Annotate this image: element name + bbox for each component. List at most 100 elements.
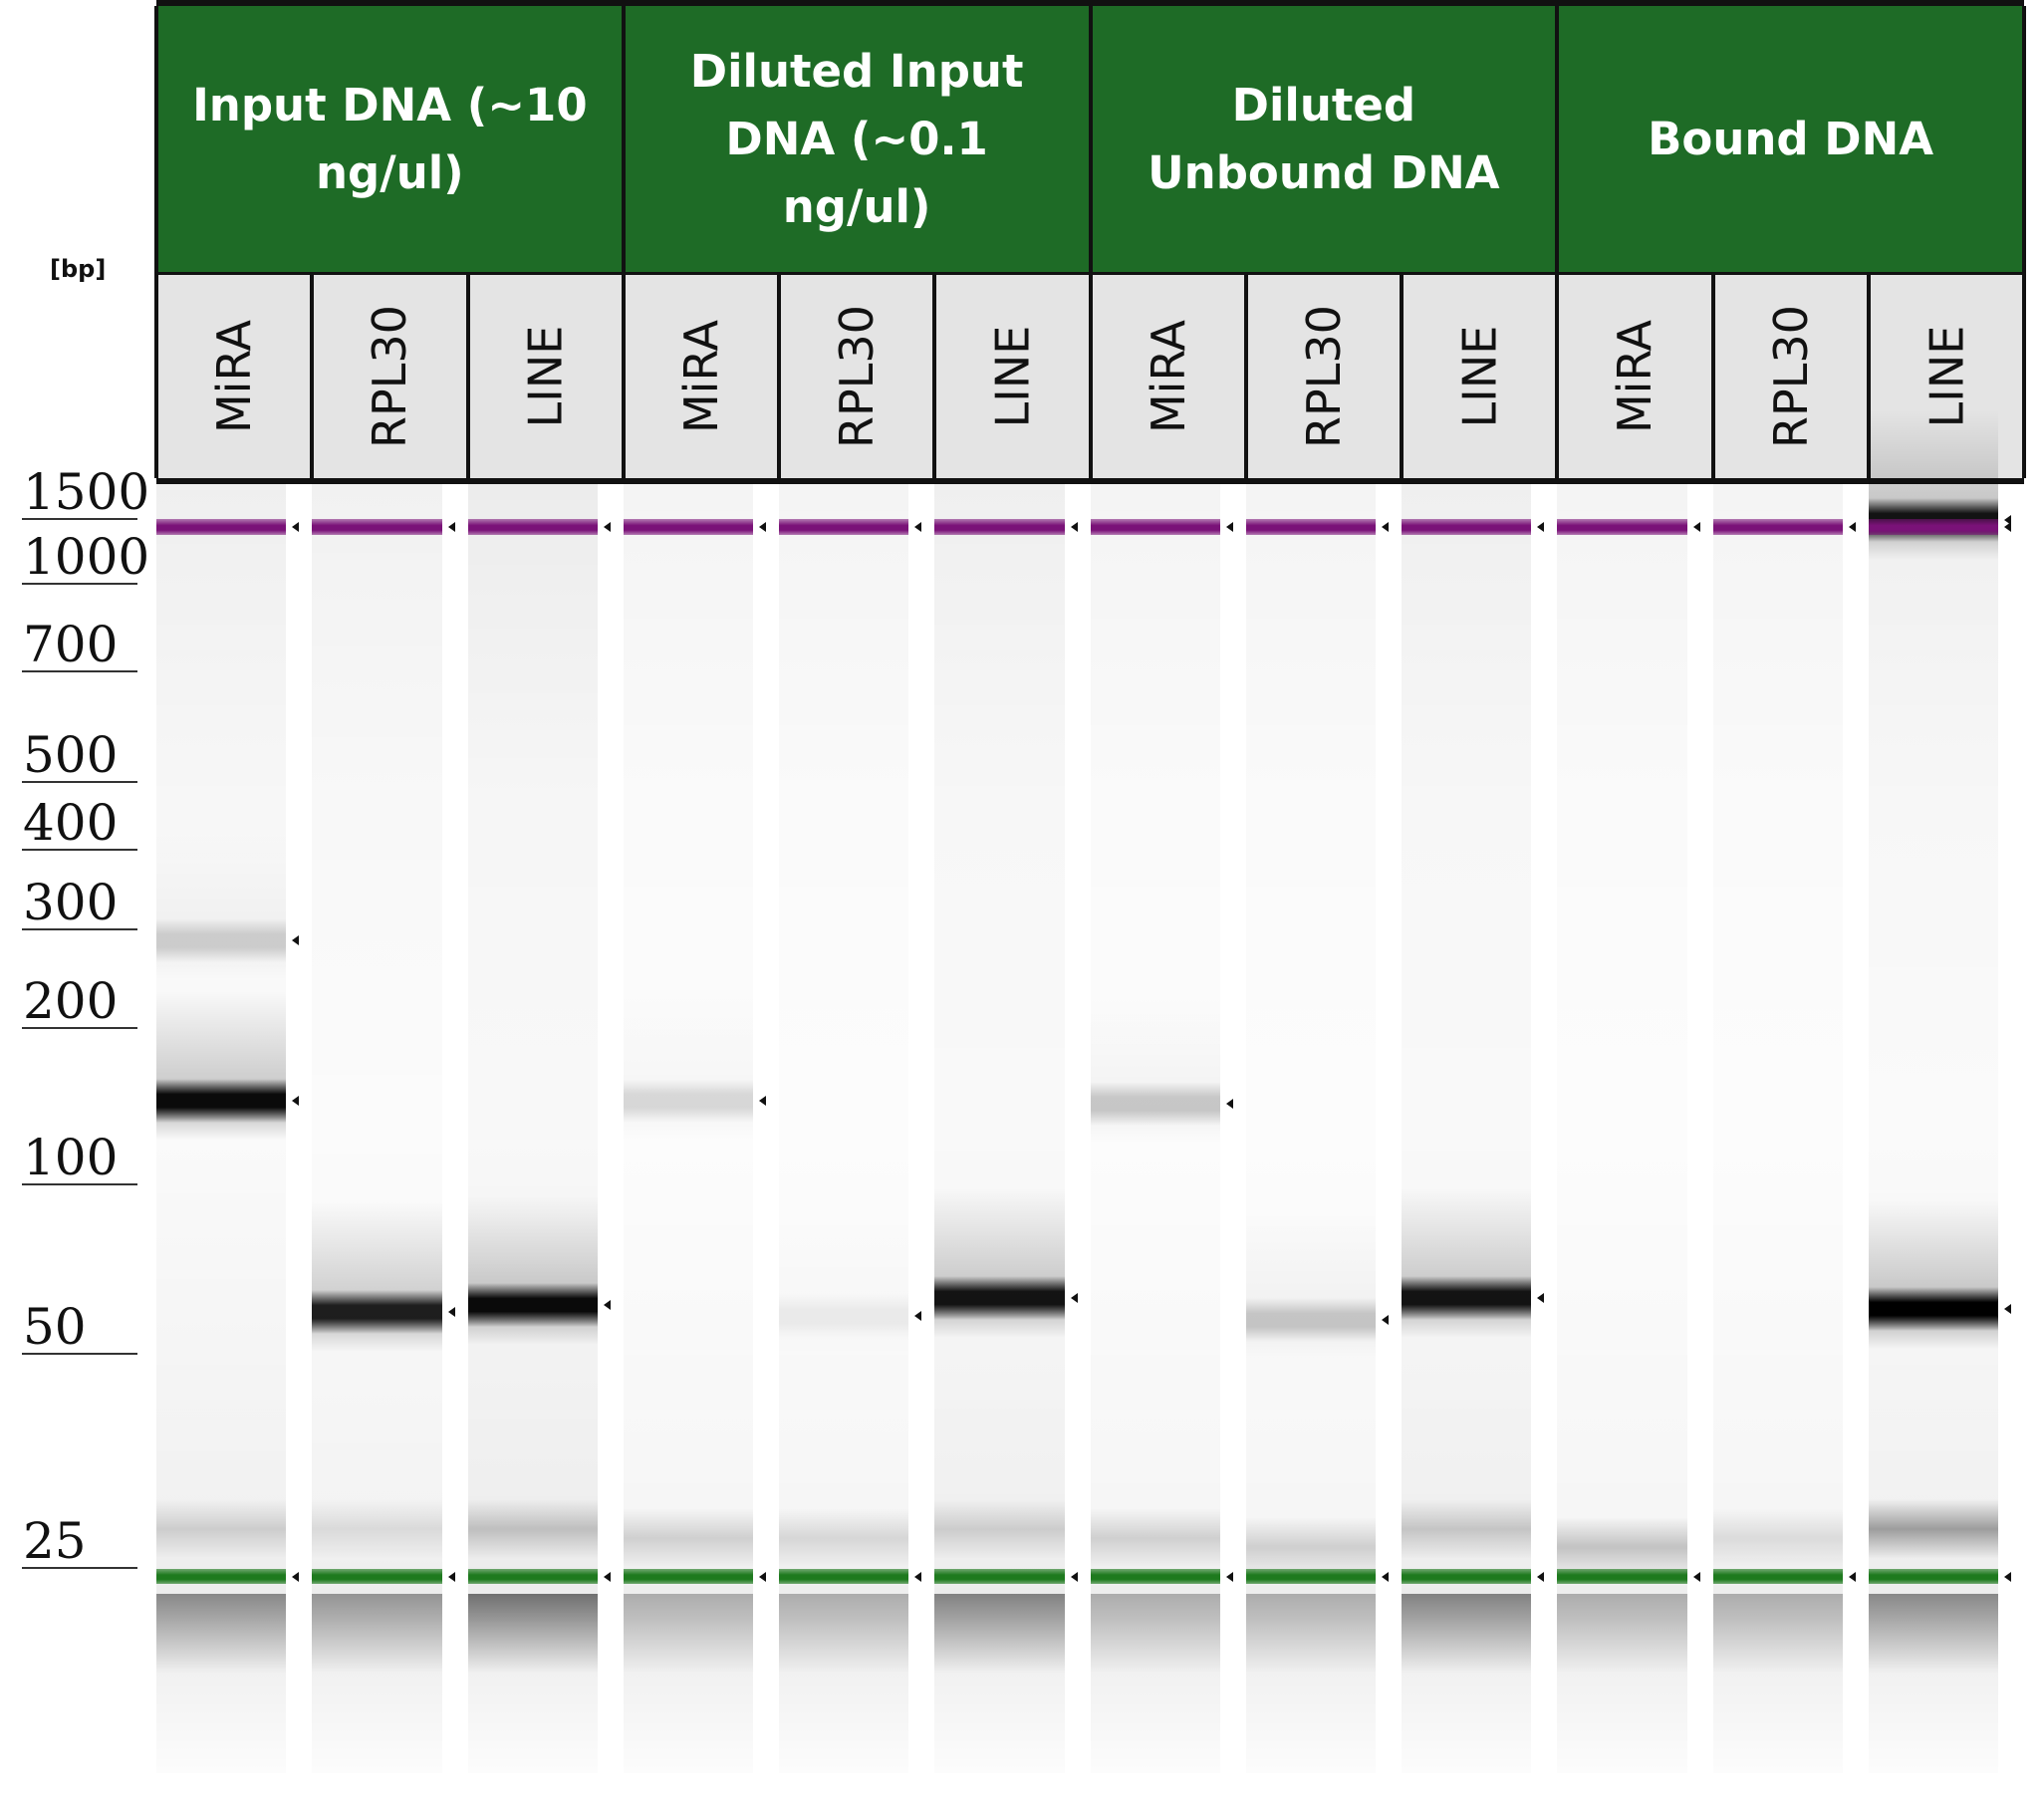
upper-marker-icon	[1225, 522, 1233, 532]
lower-tail	[1557, 1594, 1687, 1674]
upper-marker-icon	[603, 522, 611, 532]
dna-band	[156, 917, 287, 962]
ladder-label: 100	[23, 1129, 119, 1186]
dna-band	[1868, 1286, 1998, 1331]
lane-label: MiRA	[1141, 319, 1195, 434]
lower-marker-icon	[1070, 1572, 1078, 1582]
primer-dimer-band	[1245, 1516, 1376, 1577]
ladder-tick-line	[22, 781, 137, 783]
divider-line	[1243, 275, 1248, 478]
lower-tail	[779, 1594, 909, 1674]
lower-marker-icon	[1537, 1572, 1545, 1582]
lower-marker-band	[1868, 1569, 1998, 1584]
divider-line	[1710, 275, 1715, 478]
lower-tail	[1090, 1594, 1220, 1674]
lower-marker-band	[1245, 1569, 1376, 1584]
lower-tail	[1245, 1594, 1376, 1674]
upper-marker-band	[623, 519, 753, 535]
band-halo	[779, 1206, 909, 1357]
dna-band	[1090, 1082, 1220, 1127]
band-marker-icon	[914, 1311, 922, 1322]
band-marker-icon	[292, 1096, 300, 1107]
dna-band	[156, 1079, 287, 1124]
dna-band	[1245, 1297, 1376, 1342]
lane-label: LINE	[518, 325, 573, 428]
group-header: Bound DNA	[1557, 6, 2024, 272]
ladder-tick-line	[22, 1567, 137, 1569]
ladder-tick-line	[22, 928, 137, 930]
lower-marker-band	[1557, 1569, 1687, 1584]
gel-lane	[1090, 484, 1233, 1773]
gel-lane	[1402, 484, 1545, 1773]
ladder-tick-line	[22, 1183, 137, 1185]
upper-marker-band	[156, 519, 287, 535]
primer-dimer-band	[779, 1507, 909, 1568]
group-header: Diluted Input DNA (~0.1 ng/ul)	[623, 6, 1091, 272]
lower-marker-icon	[1848, 1572, 1856, 1582]
primer-dimer-band	[1557, 1516, 1687, 1577]
lower-marker-band	[156, 1569, 287, 1584]
primer-dimer-band	[623, 1507, 753, 1568]
lower-marker-icon	[2004, 1572, 2011, 1582]
lane-smear	[467, 484, 598, 1773]
ladder-tick-line	[22, 849, 137, 851]
divider-line	[1400, 275, 1404, 478]
primer-dimer-band	[1868, 1499, 1998, 1560]
gel-lane	[934, 484, 1078, 1773]
upper-marker-band	[1245, 519, 1376, 535]
lane-smear	[1090, 484, 1220, 1773]
lower-marker-band	[623, 1569, 753, 1584]
lane-header: RPL30	[1245, 275, 1402, 478]
ladder-tick-line	[22, 583, 137, 585]
lane-label: LINE	[985, 325, 1040, 428]
lower-marker-icon	[603, 1572, 611, 1582]
divider-line	[932, 275, 937, 478]
gel-lane	[156, 484, 300, 1773]
dna-band	[779, 1294, 909, 1339]
upper-marker-icon	[1382, 522, 1389, 532]
upper-marker-icon	[1070, 522, 1078, 532]
band-marker-icon	[447, 1307, 455, 1318]
lower-tail	[623, 1594, 753, 1674]
lower-marker-icon	[1225, 1572, 1233, 1582]
lane-smear	[312, 484, 442, 1773]
lower-marker-icon	[914, 1572, 922, 1582]
lower-marker-icon	[292, 1572, 300, 1582]
lower-marker-band	[312, 1569, 442, 1584]
upper-marker-band	[779, 519, 909, 535]
ladder-tick-line	[22, 670, 137, 672]
group-title: Bound DNA	[1648, 112, 1934, 165]
ladder-label: 700	[23, 616, 119, 673]
lower-tail	[934, 1594, 1065, 1674]
lower-marker-icon	[1692, 1572, 1700, 1582]
lane-label: MiRA	[1608, 319, 1662, 434]
lane-header: MiRA	[1090, 275, 1246, 478]
gel-lane	[1245, 484, 1389, 1773]
band-marker-icon	[1382, 1314, 1389, 1325]
lower-marker-band	[467, 1569, 598, 1584]
ladder-label: 500	[23, 726, 119, 784]
lower-tail	[1402, 1594, 1532, 1674]
lane-smear	[156, 484, 287, 1773]
lane-label: MiRA	[673, 319, 728, 434]
gel-lane	[1868, 409, 2011, 1773]
lane-smear	[1868, 484, 1998, 1773]
band-marker-icon	[2004, 514, 2011, 525]
lane-header: LINE	[1868, 275, 2024, 478]
ladder-label: 50	[23, 1298, 87, 1356]
dna-band	[623, 1079, 753, 1124]
dna-band	[467, 1283, 598, 1328]
lane-header: RPL30	[779, 275, 935, 478]
upper-marker-icon	[2004, 522, 2011, 532]
band-marker-icon	[2004, 1303, 2011, 1314]
primer-dimer-band	[312, 1499, 442, 1560]
lower-marker-band	[934, 1569, 1065, 1584]
upper-marker-band	[312, 519, 442, 535]
upper-marker-icon	[1848, 522, 1856, 532]
lane-header: MiRA	[623, 275, 779, 478]
group-title: Input DNA (~10 ng/ul)	[192, 78, 588, 199]
lane-header: LINE	[467, 275, 624, 478]
lane-label: RPL30	[363, 305, 417, 448]
upper-marker-band	[1090, 519, 1220, 535]
band-marker-icon	[292, 934, 300, 945]
